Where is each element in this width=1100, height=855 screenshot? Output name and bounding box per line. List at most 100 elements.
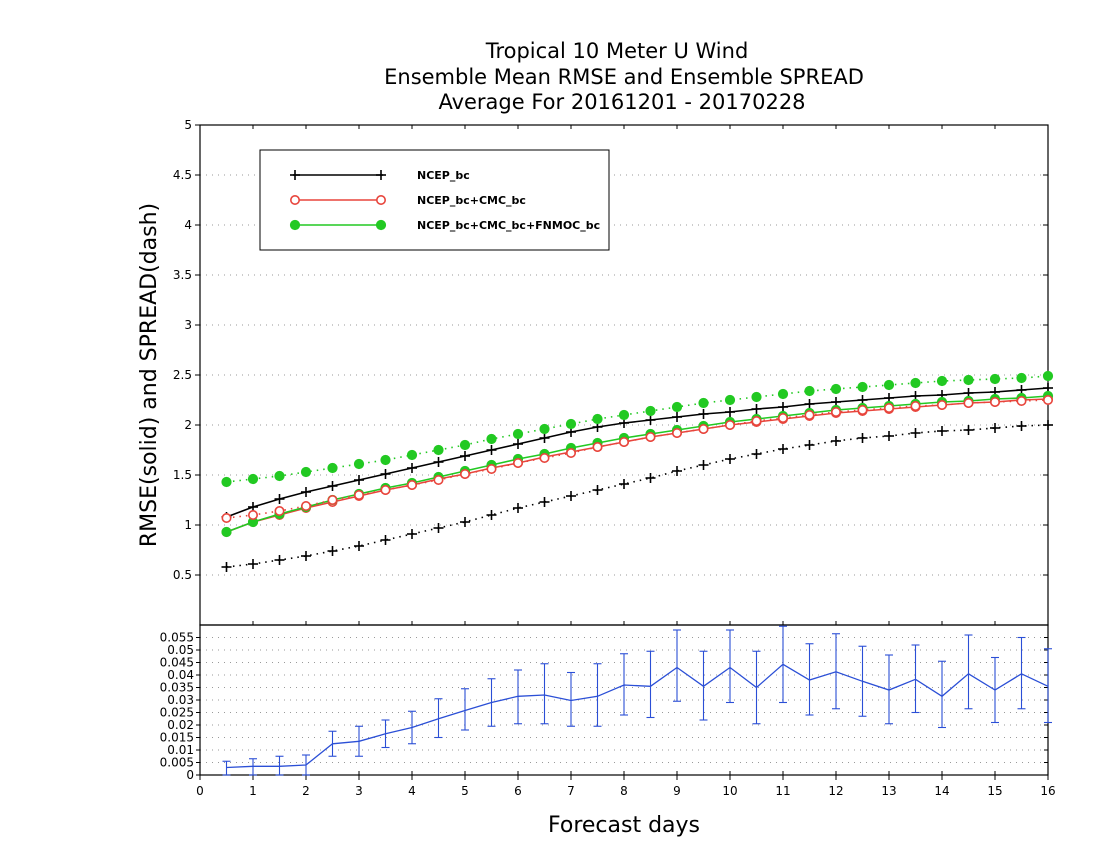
chart-title-line-1: Tropical 10 Meter U Wind	[485, 39, 749, 63]
legend-label: NCEP_bc+CMC_bc	[417, 194, 526, 207]
error-bar	[249, 758, 257, 776]
data-point	[433, 444, 444, 456]
data-point	[512, 428, 524, 440]
data-point	[459, 439, 471, 451]
data-point	[539, 452, 550, 463]
error-bar	[408, 710, 416, 745]
series-spread-5	[221, 370, 1054, 488]
data-point	[380, 535, 391, 545]
error-bar	[434, 698, 443, 739]
data-point	[1016, 372, 1027, 384]
data-point	[1042, 370, 1054, 382]
error-bar	[646, 650, 655, 719]
data-point	[221, 476, 232, 488]
lower-y-tick-label: 0.005	[160, 756, 194, 770]
data-point	[937, 426, 947, 436]
series-spread-4	[221, 394, 1054, 523]
upper-y-tick-label: 4.5	[173, 168, 192, 182]
data-point	[380, 454, 391, 466]
data-point	[910, 400, 921, 411]
legend: NCEP_bc NCEP_bc+CMC_bc NCEP_bc+CMC_bc+FNMO…	[259, 149, 610, 251]
series-line	[226, 375, 1049, 483]
error-bar	[938, 660, 946, 729]
x-tick-label: 5	[461, 784, 469, 798]
series-spread-3	[221, 420, 1053, 572]
error-bar	[222, 760, 231, 776]
data-point	[645, 415, 656, 425]
lower-y-tick-label: 0.04	[167, 668, 194, 682]
data-point	[724, 394, 736, 406]
upper-y-tick-label: 1	[184, 518, 192, 532]
data-point	[592, 485, 603, 495]
data-point	[936, 399, 947, 410]
error-bar	[991, 656, 999, 724]
error-bar	[779, 625, 787, 704]
data-point	[354, 541, 364, 551]
data-point	[963, 374, 974, 386]
data-point	[327, 494, 338, 505]
data-point	[565, 418, 577, 430]
error-bar	[752, 650, 761, 725]
data-point	[989, 396, 1000, 407]
x-tick-label: 3	[355, 784, 363, 798]
x-ticks: 0 1 2 3 4 5 6 7 8 9 10 11 12 13 14 15 16	[196, 125, 1056, 798]
data-point	[274, 494, 285, 504]
legend-item: NCEP_bc+CMC_bc	[289, 194, 526, 207]
lower-series-group	[222, 625, 1052, 776]
data-point	[618, 436, 629, 447]
error-bar	[620, 653, 628, 716]
data-point	[459, 468, 470, 479]
error-bar	[355, 725, 363, 757]
legend-item: NCEP_bc+CMC_bc+FNMOC_bc	[289, 219, 600, 232]
upper-y-tick-label: 5	[184, 118, 192, 132]
data-point	[672, 412, 682, 422]
data-point	[645, 405, 656, 417]
x-tick-label: 0	[196, 784, 204, 798]
data-point	[698, 423, 709, 434]
data-point	[274, 470, 285, 482]
data-point	[804, 385, 815, 397]
error-bar	[593, 663, 602, 727]
data-point	[963, 397, 974, 408]
data-point	[486, 433, 497, 445]
series-line	[226, 399, 1049, 519]
lower-y-tick-label: 0.045	[160, 656, 194, 670]
data-point	[513, 439, 523, 449]
data-point	[380, 469, 391, 479]
error-bar	[858, 645, 867, 717]
x-tick-label: 2	[302, 784, 310, 798]
data-point	[619, 479, 629, 489]
data-point	[778, 402, 788, 412]
data-point	[486, 463, 497, 474]
x-tick-label: 12	[828, 784, 843, 798]
data-point	[248, 559, 258, 569]
data-point	[407, 529, 417, 539]
data-point	[592, 441, 603, 452]
upper-y-tick-label: 4	[184, 218, 192, 232]
upper-y-ticks: 0.5 1 1.5 2 2.5 3 3.5 4 4.5 5	[173, 118, 1048, 582]
data-point	[406, 449, 418, 461]
data-point	[777, 412, 788, 423]
y-axis-label: RMSE(solid) and SPREAD(dash)	[137, 203, 162, 547]
error-bar	[832, 633, 840, 710]
series-rmse-0	[221, 383, 1053, 522]
data-point	[301, 487, 311, 497]
data-point	[883, 402, 894, 413]
chart-title-line-3: Average For 20161201 - 20170228	[438, 90, 805, 114]
data-point	[433, 523, 444, 533]
lower-y-tick-label: 0.05	[167, 643, 194, 657]
data-point	[724, 419, 735, 430]
error-bar	[487, 678, 496, 727]
data-point	[539, 423, 550, 435]
data-point	[831, 436, 841, 446]
error-bar	[1044, 648, 1052, 724]
legend-marker-right	[376, 170, 386, 180]
error-bar	[1017, 636, 1026, 710]
data-point	[830, 406, 841, 417]
x-axis-label: Forecast days	[548, 813, 700, 838]
x-tick-label: 7	[567, 784, 575, 798]
data-point	[247, 473, 259, 485]
data-point	[486, 445, 497, 455]
